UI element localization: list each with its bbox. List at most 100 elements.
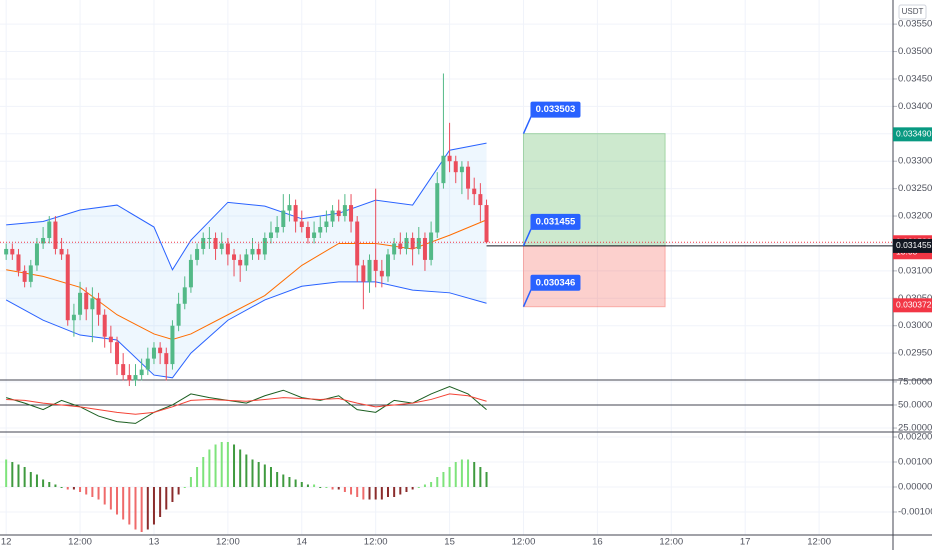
candle-body — [53, 221, 58, 249]
price-flag — [893, 238, 932, 253]
histogram-bar — [183, 487, 186, 488]
histogram-bar — [35, 474, 38, 487]
histogram-bar — [85, 487, 88, 495]
histogram-bar — [436, 477, 439, 487]
x-tick-label: 14 — [296, 537, 307, 548]
histogram-bar — [91, 487, 94, 497]
histogram-bar — [146, 487, 149, 530]
histogram-bar — [257, 462, 260, 487]
histogram-bar — [208, 449, 211, 487]
candle-body — [139, 369, 144, 376]
histogram-bar — [467, 459, 470, 487]
histogram-bar — [300, 482, 303, 487]
histogram-bar — [380, 487, 383, 500]
candle-body — [102, 314, 107, 337]
histogram-bar — [454, 462, 457, 487]
candle-body — [22, 270, 27, 282]
histogram-bar — [103, 487, 106, 505]
candle-body — [410, 237, 415, 249]
histogram-bar — [485, 472, 488, 487]
candle-body — [416, 237, 421, 249]
x-tick-label: 12:00 — [807, 537, 831, 548]
histogram-bar — [294, 479, 297, 487]
histogram-bar — [430, 482, 433, 487]
histogram-bar — [417, 487, 420, 488]
histogram-bar — [140, 487, 143, 532]
histogram-bar — [313, 484, 316, 487]
candle-body — [472, 188, 477, 195]
candle-body — [244, 254, 249, 266]
histogram-bar — [343, 487, 346, 492]
y-tick-label: 0.000000 — [898, 482, 932, 493]
callout-box — [530, 213, 581, 230]
histogram-bar — [60, 487, 63, 488]
candle-body — [379, 270, 384, 277]
candle-body — [188, 259, 193, 288]
histogram-bar — [214, 444, 217, 487]
callout-label: 0.030346 — [536, 277, 576, 288]
candle-body — [34, 243, 39, 266]
candle-body — [281, 210, 286, 228]
candle-body — [213, 237, 218, 249]
y-tick-label: 75.000000 — [898, 376, 932, 387]
candle-body — [127, 375, 132, 381]
callout-label: 0.031455 — [536, 216, 576, 227]
candle-body — [71, 314, 76, 321]
candle-body — [115, 342, 120, 365]
candle-body — [232, 254, 237, 260]
x-tick-label: 12:00 — [512, 537, 536, 548]
histogram-bar — [42, 479, 45, 487]
indicator-line — [6, 142, 487, 271]
currency-label: USDT — [902, 7, 924, 16]
candle-body — [367, 259, 372, 282]
histogram-bar — [479, 467, 482, 487]
histogram-bar — [202, 457, 205, 487]
candle-body — [441, 155, 446, 184]
histogram-bar — [423, 484, 426, 487]
histogram-bar — [405, 487, 408, 492]
callout-pointer — [522, 288, 533, 308]
candle-body — [225, 243, 230, 255]
x-tick-label: 12:00 — [364, 537, 388, 548]
histogram-bar — [337, 487, 340, 490]
candle-body — [176, 303, 181, 326]
candle-body — [41, 237, 46, 244]
callout-box — [530, 274, 581, 291]
x-tick-label: 15 — [444, 537, 455, 548]
histogram-bar — [233, 444, 236, 487]
candle-body — [170, 325, 175, 365]
histogram-bar — [399, 487, 402, 495]
histogram-bar — [306, 484, 309, 487]
candle-body — [238, 259, 243, 266]
oscillator-line — [6, 385, 487, 424]
candle-body — [145, 358, 150, 370]
histogram-bar — [282, 474, 285, 487]
histogram-bar — [319, 487, 322, 488]
callout-box — [530, 101, 581, 118]
candle-body — [65, 254, 70, 321]
histogram-bar — [251, 459, 254, 487]
histogram-bar — [269, 467, 272, 487]
x-tick-label: 13 — [149, 537, 160, 548]
histogram-bar — [220, 442, 223, 487]
candle-body — [195, 248, 200, 260]
candle-body — [355, 221, 360, 266]
histogram-bar — [171, 487, 174, 502]
candle-body — [459, 166, 464, 173]
candle-body — [96, 298, 101, 315]
candle-body — [305, 227, 310, 238]
candle-body — [349, 205, 354, 222]
candle-body — [361, 265, 366, 282]
candle-body — [342, 205, 347, 217]
candle-body — [447, 155, 452, 162]
currency-box — [898, 4, 927, 20]
candle-body — [299, 221, 304, 228]
